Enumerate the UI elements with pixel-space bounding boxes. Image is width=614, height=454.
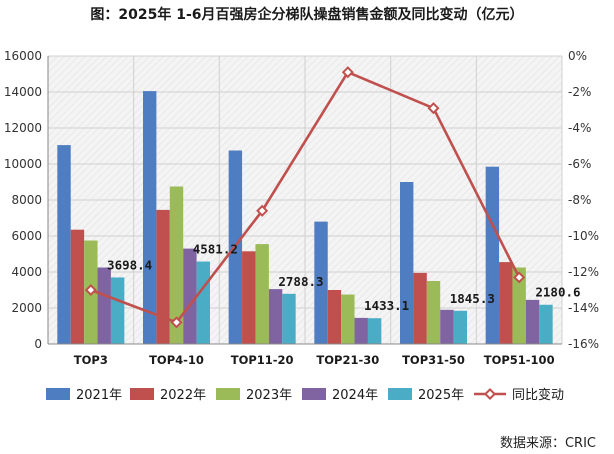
x-tick-label: TOP51-100: [484, 353, 555, 367]
yoy-marker: [427, 102, 440, 115]
data-label: 2180.6: [535, 285, 580, 300]
bar: [242, 251, 256, 344]
bar: [367, 318, 382, 344]
bar: [499, 262, 513, 344]
y-tick-label: 0: [34, 337, 42, 351]
legend-swatch: [302, 388, 326, 400]
bar: [314, 221, 328, 344]
y-tick-label: 12000: [4, 121, 42, 135]
y-tick-label: 2000: [11, 301, 42, 315]
bar: [183, 248, 197, 344]
y2-tick-label: -14%: [568, 301, 599, 315]
bar: [70, 229, 85, 344]
x-tick-label: TOP3: [74, 353, 108, 367]
yoy-line: [84, 66, 526, 329]
bar: [143, 91, 157, 344]
legend: 2021年 2022年 2023年 2024年 2025年 同比变动: [46, 387, 564, 403]
y-tick-label: 16000: [4, 49, 42, 63]
bar: [413, 272, 427, 344]
gridlines: [48, 55, 563, 344]
y-tick-label: 10000: [4, 157, 42, 171]
data-labels: 3698.4 4581.2 2788.3 1433.1 1845.3 2180.6: [107, 242, 580, 314]
bar: [169, 186, 184, 344]
y-tick-label: 4000: [11, 265, 42, 279]
y-tick-label: 8000: [11, 193, 42, 207]
y2-tick-label: -6%: [568, 157, 591, 171]
legend-swatch: [130, 388, 154, 400]
y2-tick-label: -4%: [568, 121, 591, 135]
bar: [97, 267, 111, 344]
bar: [512, 267, 526, 344]
bar: [268, 289, 283, 344]
y-tick-label: 14000: [4, 85, 42, 99]
yoy-marker: [84, 283, 97, 297]
legend-swatch: [388, 388, 412, 400]
legend-label: 2024年: [332, 388, 378, 403]
y2-tick-label: -16%: [568, 337, 599, 351]
source-note: 数据来源：CRIC: [499, 436, 596, 451]
bar: [255, 244, 269, 344]
bar: [156, 209, 170, 344]
legend-label: 同比变动: [512, 387, 564, 403]
yoy-line-path: [90, 70, 521, 324]
y2-tick-label: -2%: [568, 85, 591, 99]
bar: [440, 309, 454, 344]
axes: 0 2000 4000 6000 8000 10000 12000 14000 16000 0% -…: [4, 49, 599, 367]
bar: [400, 182, 414, 344]
data-label: 3698.4: [107, 257, 152, 272]
yoy-marker: [341, 66, 354, 79]
y2-tick-label: -8%: [568, 193, 591, 207]
bar: [341, 294, 355, 344]
yoy-marker: [513, 271, 526, 284]
data-label: 4581.2: [193, 242, 238, 257]
x-tick-label: TOP31-50: [402, 353, 465, 367]
y-tick-label: 6000: [11, 229, 42, 243]
bar: [426, 281, 441, 344]
legend-label: 2021年: [76, 388, 122, 403]
y2-tick-label: -12%: [568, 265, 599, 279]
chart-title: 图：2025年 1-6月百强房企分梯队操盘销售金额及同比变动（亿元）: [90, 7, 524, 23]
bar: [354, 317, 368, 344]
bar: [196, 261, 210, 344]
legend-label: 2025年: [418, 388, 464, 403]
x-tick-label: TOP21-30: [316, 353, 379, 367]
bar: [539, 304, 553, 344]
x-tick-label: TOP4-10: [149, 353, 204, 367]
legend-label: 2022年: [160, 388, 206, 403]
legend-swatch: [46, 388, 70, 400]
data-label: 1433.1: [364, 298, 409, 313]
bar: [57, 145, 71, 344]
data-label: 2788.3: [278, 274, 323, 289]
bar: [453, 310, 467, 344]
legend-label: 2023年: [246, 388, 292, 403]
x-tick-label: TOP11-20: [231, 353, 294, 367]
bar: [110, 277, 125, 344]
y2-tick-label: -10%: [568, 229, 599, 243]
y2-tick-label: 0%: [568, 49, 587, 63]
bar: [485, 166, 500, 344]
yoy-marker: [256, 204, 269, 217]
yoy-marker: [170, 316, 183, 329]
bar: [282, 293, 296, 344]
legend-swatch: [216, 388, 240, 400]
bar: [327, 290, 342, 344]
legend-marker: [483, 387, 497, 401]
bar: [525, 299, 540, 344]
data-label: 1845.3: [450, 291, 495, 306]
